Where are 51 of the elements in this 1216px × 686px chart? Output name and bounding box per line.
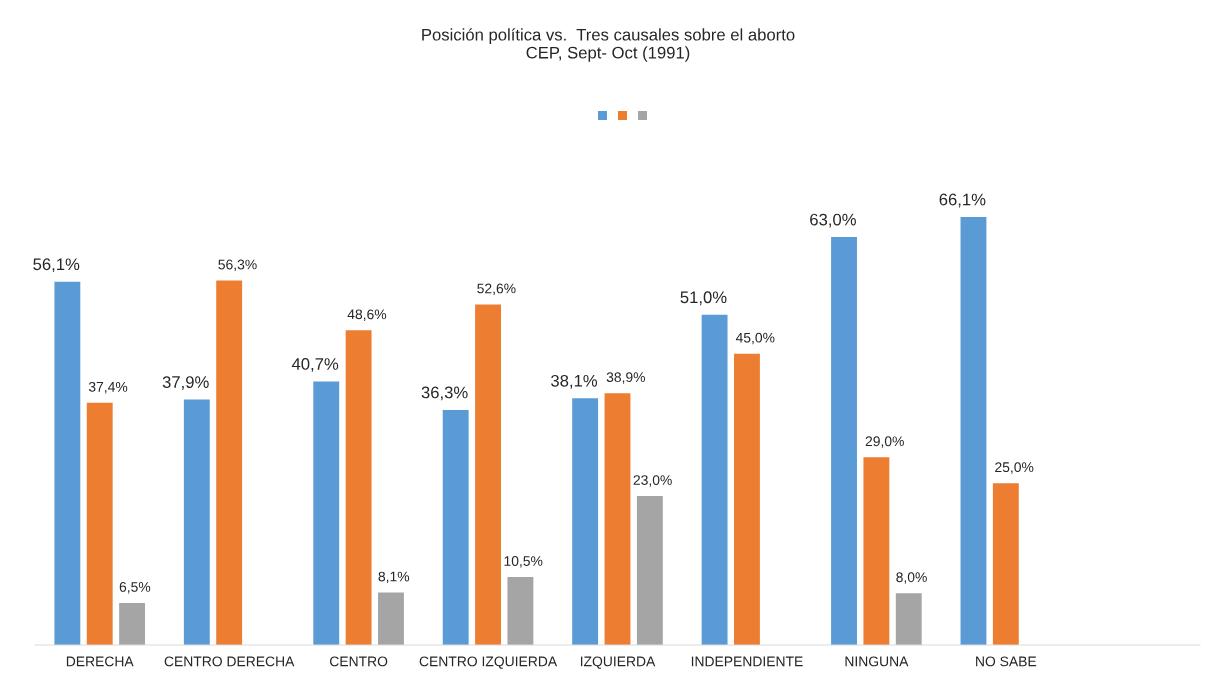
data-label: 6,5% (119, 582, 151, 594)
bar (831, 237, 857, 645)
x-tick-label: NINGUNA (845, 656, 909, 667)
bar (378, 592, 404, 645)
bar (54, 281, 81, 645)
data-label: 37,4% (88, 381, 128, 394)
data-label: 29,0% (865, 436, 904, 448)
data-label: 56,1% (33, 258, 80, 273)
data-label: 66,1% (939, 193, 986, 208)
data-label: 36,3% (421, 386, 468, 401)
data-label: 37,9% (162, 376, 209, 390)
bar (895, 593, 922, 645)
bar (604, 393, 631, 645)
bar (863, 457, 890, 645)
x-tick-label: CENTRO (330, 656, 388, 667)
data-label: 8,1% (378, 571, 410, 584)
data-label: 10,5% (504, 556, 543, 568)
bar (701, 314, 728, 645)
data-label: 48,6% (347, 309, 387, 321)
x-tick-label: CENTRO IZQUIERDA (419, 656, 558, 669)
data-label: 38,9% (606, 372, 646, 384)
bar (442, 409, 469, 645)
data-label: 51,0% (680, 291, 727, 306)
bar (313, 381, 340, 645)
bar (960, 217, 987, 645)
data-label: 52,6% (477, 283, 516, 295)
bar (475, 304, 501, 645)
data-label: 63,0% (810, 213, 856, 228)
x-tick-label: NO SABE (976, 656, 1037, 667)
bar (734, 353, 760, 645)
data-label: 8,0% (896, 572, 927, 584)
data-label: 25,0% (995, 462, 1034, 474)
bar (345, 330, 372, 645)
bar (119, 602, 146, 645)
bar (507, 577, 534, 645)
x-tick-label: DERECHA (66, 656, 134, 667)
bar (86, 402, 113, 645)
x-tick-label: CENTRO DERECHA (164, 656, 295, 667)
data-label: 56,3% (218, 259, 257, 272)
x-tick-label: IZQUIERDA (580, 656, 656, 669)
bar (183, 399, 210, 645)
bar (992, 483, 1019, 645)
bar (572, 398, 599, 645)
data-label: 38,1% (551, 374, 598, 389)
x-tick-label: INDEPENDIENTE (691, 656, 803, 667)
data-label: 23,0% (633, 475, 672, 487)
bar (216, 280, 243, 645)
bar (636, 496, 663, 645)
data-label: 40,7% (291, 358, 339, 372)
data-label: 45,0% (735, 332, 775, 345)
chart-title: Posición política vs. Tres causales sobre el aborto CEP, Sept- Oct (1991) (422, 28, 795, 62)
